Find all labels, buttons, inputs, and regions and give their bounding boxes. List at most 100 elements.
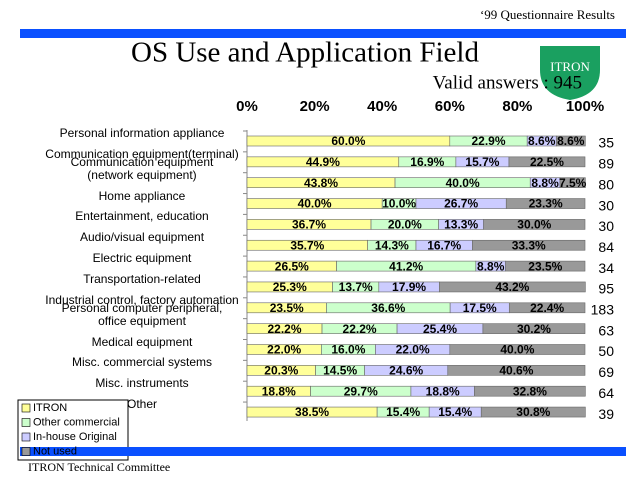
x-tick-label: 20% (300, 98, 330, 115)
value-label: 8.8% (477, 259, 505, 273)
x-tick-label: 60% (435, 98, 465, 115)
value-label: 43.8% (304, 176, 338, 190)
chart-title: OS Use and Application Field (131, 37, 479, 69)
logo: ITRON (550, 59, 590, 74)
value-label: 30.2% (517, 322, 551, 336)
bar-segment (447, 365, 586, 376)
value-label: 16.0% (331, 343, 365, 357)
value-label: 8.6% (557, 134, 585, 148)
value-label: 14.3% (375, 238, 409, 252)
value-label: 15.4% (386, 405, 420, 419)
count-label: 35 (598, 135, 614, 151)
count-label: 80 (598, 176, 614, 192)
count-label: 30 (598, 218, 614, 234)
category-label: Entertainment, education (75, 209, 209, 224)
value-label: 14.5% (323, 364, 357, 378)
value-label: 15.7% (465, 155, 499, 169)
value-label: 16.7% (427, 238, 461, 252)
value-label: 40.6% (499, 364, 533, 378)
value-label: 22.4% (530, 301, 564, 315)
value-label: 36.7% (292, 218, 326, 232)
legend-label: Not used (33, 445, 77, 457)
value-label: 23.3% (529, 197, 563, 211)
count-label: 63 (598, 322, 614, 338)
x-tick-label: 40% (367, 98, 397, 115)
legend-label: In-house Original (33, 431, 117, 443)
value-label: 16.9% (410, 155, 444, 169)
bar-segment (439, 281, 586, 293)
category-label: Personal computer peripheral, office equ… (61, 300, 223, 328)
value-label: 7.5% (559, 176, 587, 190)
value-label: 17.5% (463, 301, 497, 315)
value-label: 17.9% (392, 280, 426, 294)
value-label: 25.4% (423, 322, 457, 336)
count-label: 89 (598, 156, 614, 172)
category-label: Communication equipment (network equipme… (70, 154, 214, 182)
legend-label: ITRON (33, 402, 67, 414)
value-label: 15.4% (438, 405, 472, 419)
count-label: 69 (598, 364, 614, 380)
category-label: Personal information appliance (59, 126, 225, 140)
value-label: 26.5% (275, 259, 309, 273)
value-label: 25.3% (273, 280, 307, 294)
top-rule (20, 29, 626, 38)
value-label: 13.3% (444, 218, 478, 232)
value-label: 38.5% (295, 405, 329, 419)
value-label: 8.6% (528, 134, 556, 148)
value-label: 18.8% (262, 384, 296, 398)
category-label: Medical equipment (91, 334, 193, 349)
count-label: 64 (598, 385, 614, 401)
value-label: 30.8% (516, 405, 550, 419)
value-label: 60.0% (331, 134, 365, 148)
count-label: 34 (598, 260, 614, 276)
header: ‘99 Questionnaire Results (480, 7, 615, 22)
legend-swatch (21, 418, 31, 427)
value-label: 36.6% (371, 301, 405, 315)
value-label: 22.2% (268, 322, 302, 336)
x-tick-label: 0% (236, 98, 258, 115)
value-label: 30.0% (517, 218, 551, 232)
value-label: 22.9% (471, 134, 505, 148)
value-label: 22.5% (530, 155, 564, 169)
count-label: 84 (598, 239, 614, 255)
value-label: 22.0% (267, 343, 301, 357)
count-label: 39 (598, 406, 614, 422)
bar-segment (555, 135, 586, 147)
value-label: 18.8% (426, 384, 460, 398)
value-label: 24.6% (389, 364, 423, 378)
value-label: 33.3% (512, 238, 546, 252)
category-label: Home appliance (98, 188, 186, 203)
count-label: 50 (598, 343, 614, 359)
category-label: Electric equipment (92, 251, 192, 266)
value-label: 20.3% (264, 364, 298, 378)
value-label: 23.5% (270, 301, 304, 315)
category-label: Audio/visual equipment (79, 230, 205, 245)
legend-swatch (21, 432, 31, 442)
category-label: Industrial control, factory automation (45, 292, 239, 307)
bar-segment (449, 344, 586, 355)
bar-segment (472, 239, 586, 251)
bar-segment (474, 385, 586, 397)
legend-swatch (21, 403, 31, 413)
count-label: 183 (591, 302, 615, 318)
value-label: 40.0% (500, 343, 534, 357)
value-label: 43.2% (495, 280, 529, 294)
value-label: 35.7% (290, 238, 324, 252)
value-label: 23.5% (528, 259, 562, 273)
x-tick-label: 100% (566, 98, 604, 115)
category-label: Misc. instruments (95, 376, 189, 391)
bar-segment (508, 302, 586, 314)
value-label: 8.8% (531, 176, 559, 190)
count-label: 95 (598, 281, 614, 297)
bar-segment (505, 260, 586, 272)
value-label: 22.2% (343, 322, 377, 336)
value-label: 32.8% (513, 384, 547, 398)
bar-segment (483, 219, 586, 230)
category-label: Other (126, 397, 157, 412)
legend-label: Other commercial (33, 416, 120, 428)
logo-shape (540, 46, 600, 100)
x-tick-label: 80% (502, 98, 532, 115)
count-label: 30 (598, 197, 614, 213)
value-label: 40.0% (298, 197, 332, 211)
